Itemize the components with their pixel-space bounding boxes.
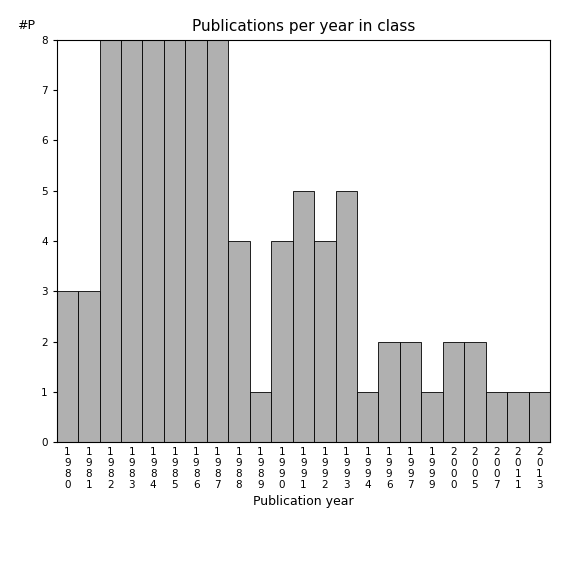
Bar [400, 341, 421, 442]
Bar [336, 191, 357, 442]
Bar [185, 40, 207, 442]
Bar [528, 392, 550, 442]
Bar [229, 241, 249, 442]
Bar [121, 40, 142, 442]
Text: #P: #P [17, 19, 35, 32]
Bar [443, 341, 464, 442]
Bar [142, 40, 164, 442]
Bar [78, 291, 100, 442]
Bar [314, 241, 336, 442]
Bar [486, 392, 507, 442]
Bar [164, 40, 185, 442]
Bar [421, 392, 443, 442]
Bar [207, 40, 229, 442]
Bar [271, 241, 293, 442]
Title: Publications per year in class: Publications per year in class [192, 19, 415, 35]
X-axis label: Publication year: Publication year [253, 495, 354, 508]
Bar [100, 40, 121, 442]
Bar [57, 291, 78, 442]
Bar [249, 392, 271, 442]
Bar [507, 392, 528, 442]
Bar [357, 392, 378, 442]
Bar [378, 341, 400, 442]
Bar [293, 191, 314, 442]
Bar [464, 341, 486, 442]
